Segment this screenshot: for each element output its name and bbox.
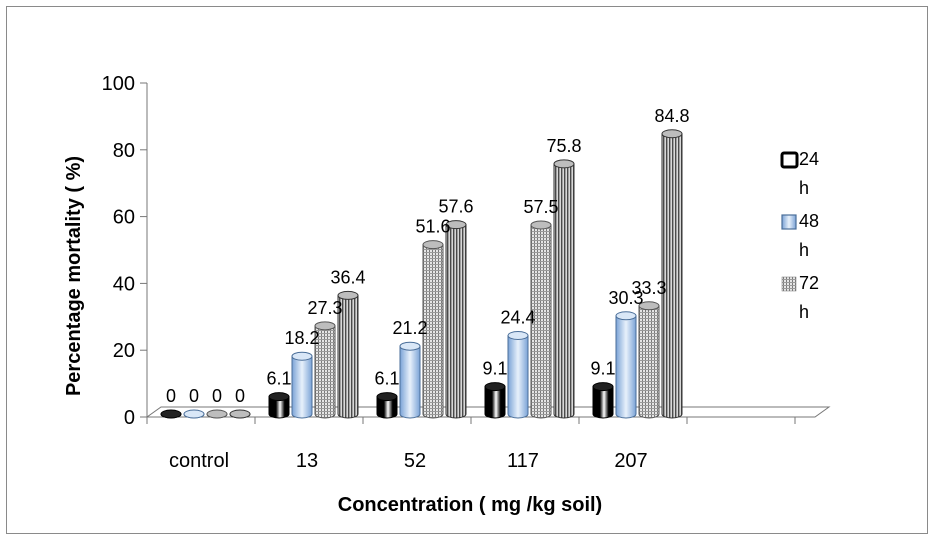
data-label: 27.3: [307, 298, 342, 318]
y-tick-label: 100: [102, 73, 135, 95]
data-label: 30.3: [608, 288, 643, 308]
x-tick-label: control: [169, 450, 229, 472]
legend-item: 24 h: [780, 149, 819, 198]
bar: [638, 301, 660, 419]
x-tick-labels: control 13 52 117 207: [169, 450, 648, 472]
legend-item: 48 h: [781, 211, 819, 260]
x-axis-title: Concentration ( mg /kg soil): [338, 494, 602, 516]
x-tick-label: 52: [404, 450, 426, 472]
bar: [399, 341, 421, 419]
data-label: 36.4: [330, 267, 365, 287]
legend-swatch: [780, 151, 799, 169]
legend-label: 48 h: [799, 211, 819, 260]
data-label: 0: [235, 386, 245, 406]
data-label: 24.4: [500, 308, 535, 328]
legend: 24 h 48 h 72 h: [780, 149, 819, 322]
bar: [530, 220, 552, 419]
data-label: 84.8: [654, 106, 689, 126]
bar: [445, 220, 467, 419]
data-label: 21.2: [392, 318, 427, 338]
bar: [160, 409, 182, 419]
data-label: 6.1: [266, 369, 291, 389]
bar: [422, 240, 444, 419]
bar: [229, 409, 251, 419]
x-tick-label: 207: [614, 450, 647, 472]
bars-group: [160, 129, 683, 419]
y-tick-label: 20: [113, 340, 135, 362]
x-tick-label: 13: [296, 450, 318, 472]
y-axis-title: Percentage mortality ( %): [63, 156, 85, 396]
bar: [183, 409, 205, 419]
data-label: 0: [166, 386, 176, 406]
bar: [314, 321, 336, 419]
data-label: 33.3: [631, 278, 666, 298]
bar: [268, 392, 290, 419]
bar: [291, 351, 313, 419]
data-labels-group: 0 0 0 06.118.227.336.46.121.251.657.69.124.…: [166, 106, 690, 406]
legend-swatch: [781, 214, 797, 230]
chart-frame: [6, 6, 928, 534]
data-label: 0: [189, 386, 199, 406]
y-tick-label: 40: [113, 273, 135, 295]
bar: [206, 409, 228, 419]
data-label: 18.2: [284, 328, 319, 348]
data-label: 6.1: [374, 369, 399, 389]
y-tick-label: 60: [113, 207, 135, 229]
legend-item: 72 h: [781, 273, 819, 322]
data-label: 75.8: [546, 136, 581, 156]
y-axis: 0 20 40 60 80 100: [102, 73, 148, 429]
bar: [661, 129, 683, 419]
legend-label: 72 h: [799, 273, 819, 322]
data-label: 9.1: [590, 359, 615, 379]
y-tick-label: 80: [113, 140, 135, 162]
bar: [337, 290, 359, 419]
bar: [484, 382, 506, 419]
x-tick-label: 117: [507, 450, 539, 472]
data-label: 0: [212, 386, 222, 406]
legend-label: 24 h: [799, 149, 819, 198]
data-label: 9.1: [482, 359, 507, 379]
data-label: 57.5: [523, 197, 558, 217]
data-label: 51.6: [415, 217, 450, 237]
y-tick-label: 0: [124, 407, 135, 429]
bar: [507, 331, 529, 419]
bar: [592, 382, 614, 419]
bar: [376, 392, 398, 419]
data-label: 57.6: [438, 197, 473, 217]
bar: [615, 311, 637, 419]
bar: [553, 159, 575, 419]
legend-swatch: [781, 276, 797, 292]
